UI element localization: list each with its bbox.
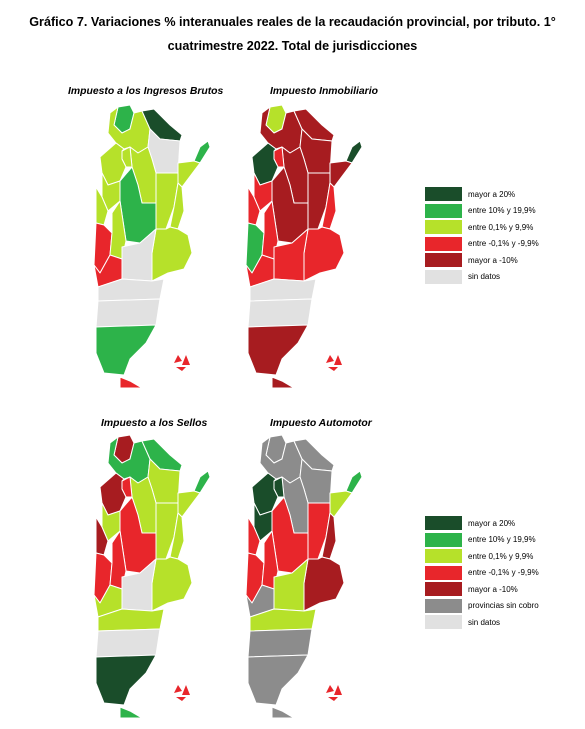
province-misiones [193, 470, 211, 494]
islands-mark-2 [328, 697, 338, 701]
province-corrientes [177, 160, 201, 188]
province-tdf [271, 706, 295, 719]
province-tdf [119, 706, 143, 719]
province-sanjuan [247, 516, 261, 556]
province-misiones [193, 140, 211, 164]
legend-swatch [425, 582, 462, 596]
legend-swatch [425, 516, 462, 530]
province-buenosaires [303, 226, 345, 282]
province-misiones [345, 140, 363, 164]
legend-item-sinCobro: provincias sin cobro [425, 598, 539, 613]
legend-item-mayor20: mayor a 20% [425, 187, 515, 201]
legend-swatch [425, 598, 462, 613]
islands-mark-1 [182, 355, 190, 365]
map-inmobiliario [242, 103, 363, 389]
chart-title: Gráfico 7. Variaciones % interanuales re… [29, 15, 556, 53]
map-label-ingresos-brutos: Impuesto a los Ingresos Brutos [68, 86, 224, 97]
legend-item-neg01: entre -0,1% y -9,9% [425, 236, 539, 251]
map-label-automotor: Impuesto Automotor [270, 418, 372, 429]
legend-label: mayor a -10% [468, 584, 518, 594]
province-chubut [95, 298, 161, 328]
legend-item-entre10: entre 10% y 19,9% [425, 532, 536, 547]
province-buenosaires [151, 556, 193, 612]
province-santacruz [247, 654, 309, 706]
legend-item-neg01: entre -0,1% y -9,9% [425, 565, 539, 580]
map-ingresos-brutos [90, 103, 211, 389]
islands-mark-1 [182, 685, 190, 695]
legend-label: entre 10% y 19,9% [468, 206, 536, 215]
legend-swatch [425, 549, 462, 563]
legend-swatch [425, 236, 462, 251]
province-misiones [345, 470, 363, 494]
islands-mark-2 [176, 367, 186, 371]
legend-item-sinDatos: sin datos [425, 269, 501, 284]
map-label-sellos: Impuesto a los Sellos [101, 418, 208, 429]
province-corrientes [329, 160, 353, 188]
islands-mark-2 [328, 367, 338, 371]
province-corrientes [329, 490, 353, 518]
legend-swatch [425, 269, 462, 284]
legend-label: entre -0,1% y -9,9% [468, 568, 539, 577]
legend-bottom: mayor a 20% entre 10% y 19,9% entre 0,1% y… [425, 516, 575, 631]
province-santacruz [95, 324, 157, 376]
islands-mark-1 [334, 685, 342, 695]
legend-label: sin datos [468, 272, 501, 281]
legend-label: mayor a -10% [468, 255, 518, 265]
islands-mark-0 [326, 355, 334, 363]
legend-swatch [425, 532, 462, 547]
province-buenosaires [151, 226, 193, 282]
province-sanjuan [95, 516, 109, 556]
province-sanjuan [95, 186, 109, 226]
province-buenosaires [303, 556, 345, 612]
legend-item-entre01: entre 0,1% y 9,9% [425, 549, 533, 563]
legend-label: entre 0,1% y 9,9% [468, 551, 534, 561]
province-chubut [247, 298, 313, 328]
province-tdf [271, 376, 295, 389]
argentina-map-svg [93, 104, 211, 389]
legend-item-neg10: mayor a -10% [425, 253, 518, 267]
legend-item-mayor20: mayor a 20% [425, 516, 515, 530]
legend-label: sin datos [468, 617, 501, 627]
legend-item-entre10: entre 10% y 19,9% [425, 203, 536, 218]
argentina-map-svg [93, 434, 211, 719]
islands-mark-1 [334, 355, 342, 365]
legend-top: mayor a 20% entre 10% y 19,9% entre 0,1% y… [425, 187, 575, 287]
legend-swatch [425, 220, 462, 234]
legend-label: mayor a 20% [468, 189, 516, 199]
islands-mark-0 [326, 685, 334, 693]
legend-label: entre 0,1% y 9,9% [468, 222, 534, 232]
legend-item-entre01: entre 0,1% y 9,9% [425, 220, 533, 234]
map-sellos [90, 433, 211, 719]
legend-swatch [425, 203, 462, 218]
legend-swatch [425, 615, 462, 629]
province-santacruz [247, 324, 309, 376]
map-automotor [242, 433, 363, 719]
argentina-map-svg [245, 104, 363, 389]
argentina-map-svg [245, 434, 363, 719]
legend-swatch [425, 187, 462, 201]
islands-mark-2 [176, 697, 186, 701]
province-sanjuan [247, 186, 261, 226]
legend-label: mayor a 20% [468, 518, 516, 528]
islands-mark-0 [174, 355, 182, 363]
province-corrientes [177, 490, 201, 518]
legend-item-neg10: mayor a -10% [425, 582, 518, 596]
islands-mark-0 [174, 685, 182, 693]
legend-swatch [425, 253, 462, 267]
province-santacruz [95, 654, 157, 706]
map-label-inmobiliario: Impuesto Inmobiliario [270, 86, 378, 97]
province-chubut [247, 628, 313, 658]
legend-label: entre -0,1% y -9,9% [468, 239, 539, 248]
province-chubut [95, 628, 161, 658]
legend-label: entre 10% y 19,9% [468, 535, 536, 544]
province-tdf [119, 376, 143, 389]
legend-item-sinDatos: sin datos [425, 615, 500, 629]
legend-label: provincias sin cobro [468, 601, 539, 610]
legend-swatch [425, 565, 462, 580]
